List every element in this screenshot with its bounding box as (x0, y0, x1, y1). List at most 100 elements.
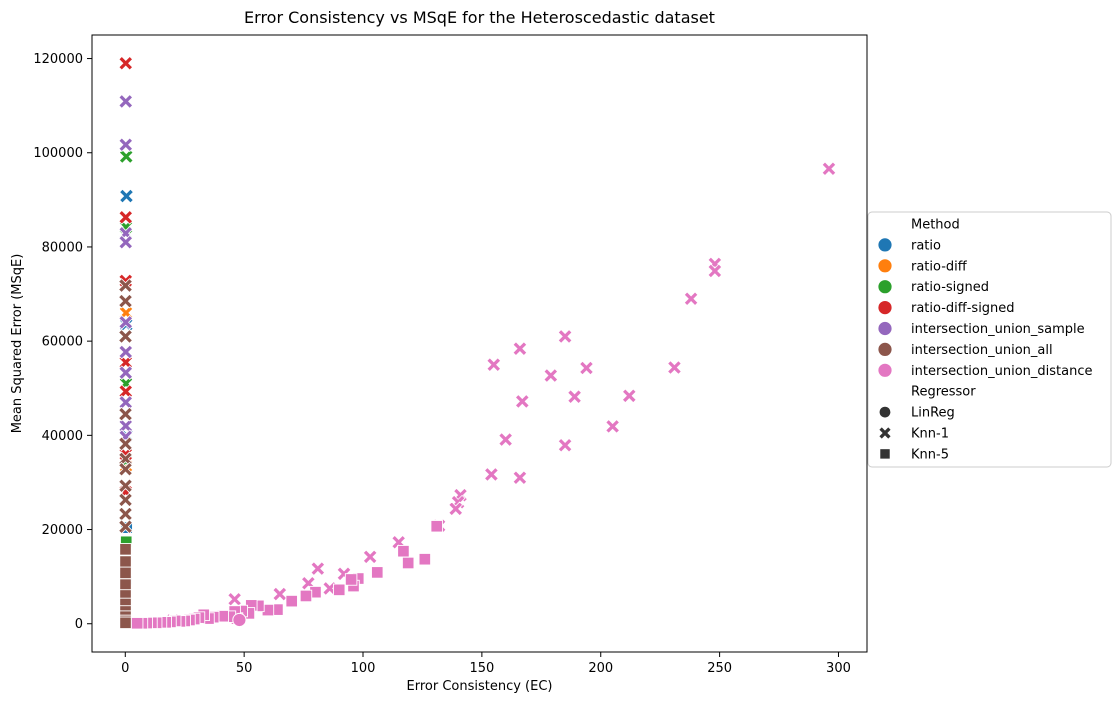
y-tick-label: 80000 (42, 240, 83, 255)
data-point (118, 519, 133, 535)
legend-entry-label: ratio-diff-signed (911, 301, 1015, 316)
legend-entry-label: ratio (911, 238, 941, 253)
data-point (130, 617, 144, 630)
data-point (272, 586, 288, 602)
data-point (118, 344, 134, 360)
legend-entry-label: intersection_union_sample (911, 322, 1085, 337)
y-tick-label: 100000 (33, 146, 83, 161)
chart-title: Error Consistency vs MSqE for the Hetero… (244, 8, 715, 27)
data-point (397, 544, 410, 558)
data-point (512, 341, 528, 357)
y-axis-ticks: 0 20000 40000 60000 80000 100000 120000 (33, 52, 92, 632)
data-point (118, 436, 133, 452)
data-point (118, 278, 133, 293)
legend-entry-label: ratio-signed (911, 280, 989, 295)
data-point (118, 406, 133, 422)
x-tick-label: 50 (236, 661, 253, 676)
x-tick-label: 150 (469, 661, 494, 676)
legend-marker (878, 301, 892, 315)
data-point (119, 566, 132, 580)
data-point (119, 543, 132, 556)
data-point (667, 360, 682, 375)
data-point (118, 365, 134, 381)
data-point (285, 594, 298, 608)
x-tick-label: 0 (121, 661, 129, 676)
y-tick-label: 0 (75, 617, 83, 632)
data-point (118, 394, 134, 410)
legend-marker (878, 280, 892, 294)
y-tick-label: 60000 (42, 335, 83, 350)
y-tick-label: 40000 (42, 429, 83, 444)
data-point (299, 589, 313, 603)
data-point (232, 612, 247, 628)
data-point (401, 556, 415, 570)
data-point (333, 583, 346, 597)
x-tick-label: 100 (351, 661, 376, 676)
legend-entry-label: Knn-5 (911, 447, 949, 462)
data-point (543, 368, 559, 383)
data-point (486, 357, 502, 373)
data-point (118, 137, 134, 153)
data-point (621, 388, 637, 404)
data-point (579, 360, 594, 376)
data-point (118, 94, 134, 109)
y-tick-label: 20000 (42, 523, 83, 538)
legend-marker (878, 259, 892, 273)
data-point (362, 549, 378, 565)
legend-marker (879, 427, 891, 439)
legend-marker (878, 238, 892, 252)
legend-entry-label: Knn-1 (911, 427, 949, 442)
data-point (448, 501, 464, 517)
data-point (821, 161, 837, 177)
data-point (512, 470, 528, 486)
data-point (118, 293, 133, 309)
data-point (118, 209, 134, 225)
legend-marker (880, 449, 890, 459)
legend-entry-label: intersection_union_all (911, 343, 1053, 358)
legend-marker (878, 321, 892, 336)
data-point (118, 461, 133, 477)
x-axis-ticks: 0 50 100 150 200 250 300 (121, 652, 851, 676)
data-point (605, 419, 621, 434)
plot-area (91, 34, 868, 653)
legend-marker (878, 363, 892, 377)
legend-section-title: Regressor (911, 385, 976, 400)
x-tick-label: 250 (707, 661, 732, 676)
x-axis-label: Error Consistency (EC) (407, 679, 553, 694)
data-point (119, 578, 132, 591)
legend-marker (879, 406, 891, 418)
legend-entry-label: ratio-diff (911, 259, 968, 274)
legend: Method ratio ratio-diff ratio-signed ratio-d… (867, 211, 1112, 468)
legend-marker (878, 342, 892, 356)
data-point (119, 555, 132, 568)
data-point (484, 467, 499, 482)
data-point (371, 566, 384, 579)
legend-section-title: Method (911, 218, 960, 233)
data-point (430, 520, 443, 533)
data-points (118, 55, 837, 630)
data-point (227, 591, 243, 607)
data-point (118, 506, 133, 522)
data-point (310, 561, 326, 577)
data-point (683, 291, 699, 307)
x-tick-label: 300 (826, 661, 851, 676)
data-point (498, 432, 514, 447)
data-point (344, 573, 358, 586)
data-point (118, 55, 134, 71)
x-tick-label: 200 (588, 661, 613, 676)
data-point (118, 329, 133, 344)
data-point (707, 263, 723, 279)
data-point (118, 314, 134, 330)
legend-entry-label: LinReg (911, 406, 955, 421)
data-point (119, 616, 132, 630)
legend-box (867, 211, 1112, 468)
data-point (418, 552, 432, 566)
data-point (119, 188, 134, 204)
legend-entry-label: intersection_union_distance (911, 364, 1092, 379)
data-point (567, 389, 582, 405)
data-point (557, 329, 573, 344)
y-tick-label: 120000 (33, 52, 83, 67)
data-point (118, 234, 134, 250)
y-axis-label: Mean Squared Error (MSqE) (10, 254, 25, 434)
